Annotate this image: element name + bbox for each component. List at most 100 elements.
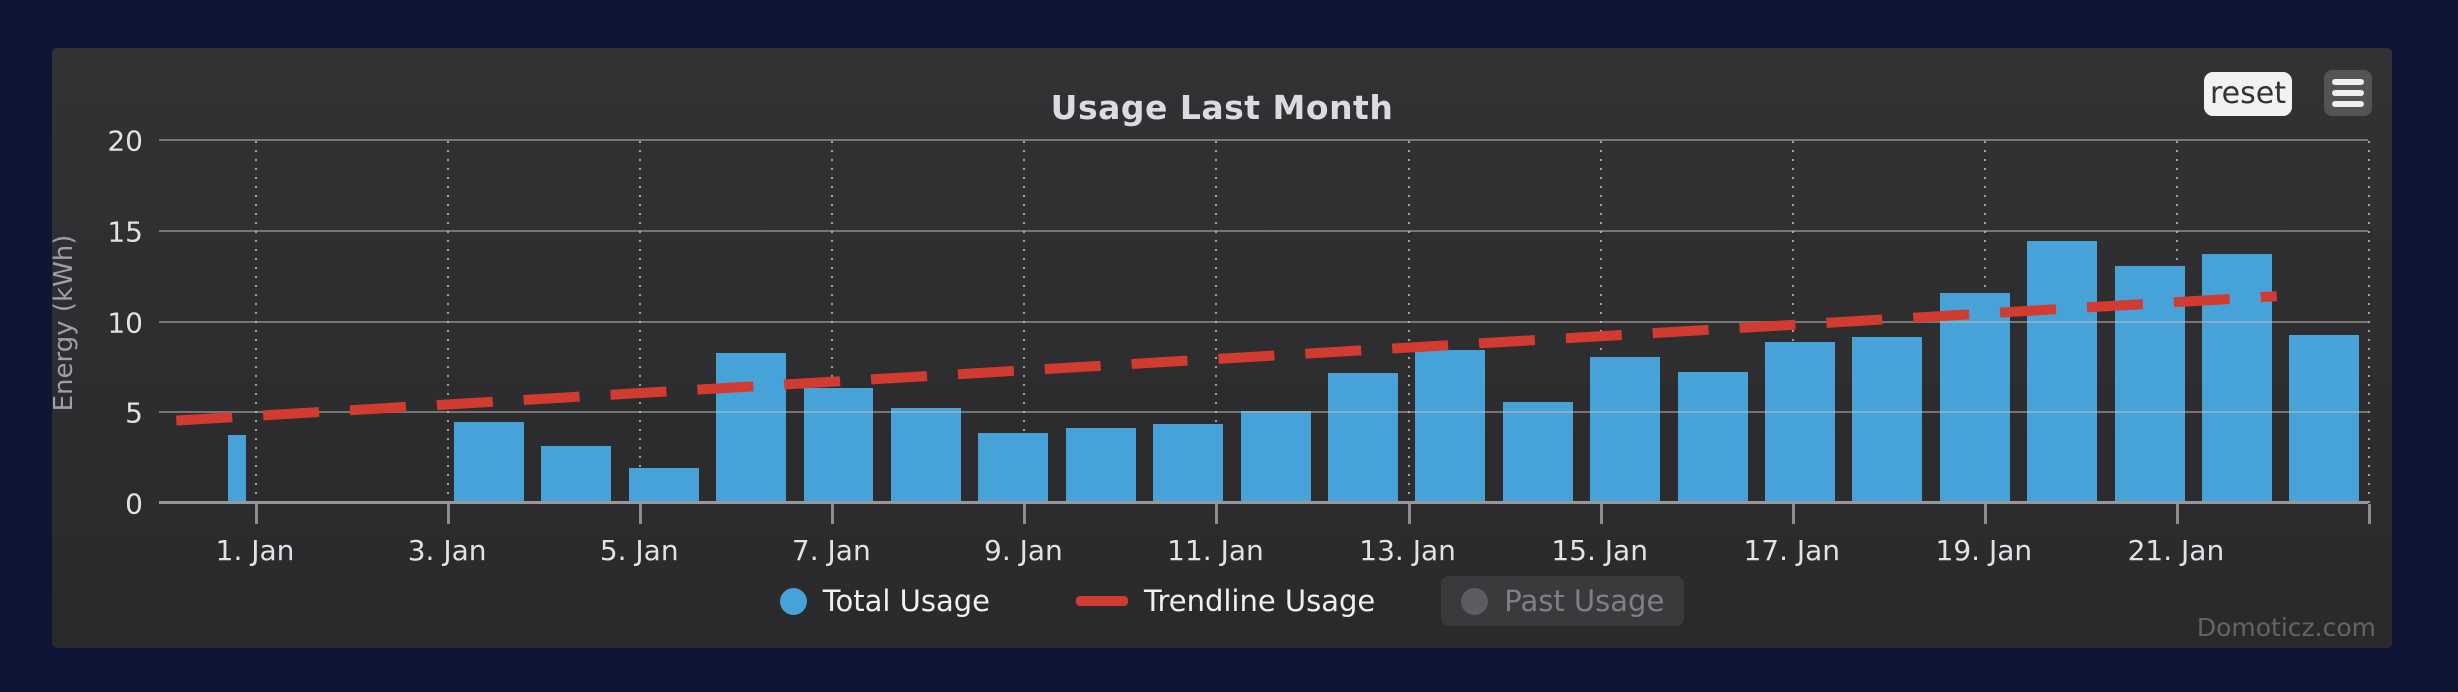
x-gridline bbox=[1215, 141, 1218, 504]
x-tick-label: 3. Jan bbox=[407, 534, 487, 567]
x-gridline bbox=[1023, 141, 1026, 504]
total-usage-bar[interactable] bbox=[1415, 349, 1486, 504]
x-tick-label: 13. Jan bbox=[1359, 534, 1456, 567]
legend-item-trendline-usage[interactable]: Trendline Usage bbox=[1056, 576, 1395, 626]
context-menu-button[interactable] bbox=[2324, 70, 2372, 116]
y-tick-label: 15 bbox=[107, 215, 143, 249]
total-usage-bar[interactable] bbox=[1502, 402, 1573, 504]
total-usage-bar[interactable] bbox=[1939, 293, 2010, 504]
legend: Total Usage Trendline Usage Past Usage bbox=[52, 576, 2392, 626]
bar-slot bbox=[1057, 141, 1144, 504]
trendline-series bbox=[175, 291, 2278, 426]
x-tick-mark bbox=[639, 504, 643, 524]
credits-link[interactable]: Domoticz.com bbox=[2196, 613, 2376, 642]
plot-area: 1. Jan 3. Jan 5. Jan 7. Jan 9. Jan 11. Jan 13.… bbox=[107, 125, 2371, 567]
total-usage-bar[interactable] bbox=[453, 422, 524, 504]
y-gridline bbox=[159, 229, 2368, 232]
bar-slot bbox=[1844, 141, 1931, 504]
bar-slot bbox=[533, 141, 620, 504]
bar-slot bbox=[1494, 141, 1581, 504]
chart-title: Usage Last Month bbox=[1050, 88, 1394, 127]
x-tick-mark bbox=[1407, 504, 1411, 524]
x-tick-label: 17. Jan bbox=[1743, 534, 1841, 567]
x-tick-label: 19. Jan bbox=[1935, 534, 2033, 567]
total-usage-bar[interactable] bbox=[228, 435, 247, 504]
reset-button[interactable]: reset bbox=[2204, 72, 2292, 116]
x-gridline bbox=[831, 141, 834, 504]
x-tick-mark bbox=[1215, 504, 1219, 524]
x-tick-mark bbox=[831, 504, 835, 524]
bar-slot bbox=[1931, 141, 2018, 504]
total-usage-bar[interactable] bbox=[541, 445, 612, 504]
total-usage-bar[interactable] bbox=[1065, 427, 1136, 504]
x-tick-label: 7. Jan bbox=[791, 534, 871, 567]
x-tick-mark bbox=[1983, 504, 1987, 524]
bar-slot bbox=[1581, 141, 1668, 504]
total-usage-marker-icon bbox=[779, 587, 807, 615]
x-tick-label: 11. Jan bbox=[1167, 534, 1264, 567]
bar-slot bbox=[1407, 141, 1494, 504]
y-gridline bbox=[159, 501, 2368, 504]
x-gridline bbox=[2368, 141, 2370, 504]
x-tick-mark bbox=[1791, 504, 1795, 524]
y-tick-label: 20 bbox=[107, 124, 143, 158]
bar-slot bbox=[1756, 141, 1843, 504]
bar-slot bbox=[1232, 141, 1319, 504]
total-usage-bar[interactable] bbox=[803, 387, 874, 504]
legend-label: Total Usage bbox=[822, 584, 990, 618]
bar-slot bbox=[445, 141, 532, 504]
y-tick-label: 0 bbox=[125, 487, 143, 521]
total-usage-bar[interactable] bbox=[716, 353, 787, 504]
total-usage-bar[interactable] bbox=[1153, 424, 1224, 504]
trendline bbox=[175, 291, 2278, 426]
bar-slot bbox=[620, 141, 707, 504]
chart-panel: Usage Last Month reset Energy (kWh) 1. J… bbox=[49, 48, 2392, 648]
x-gridline bbox=[1407, 141, 1410, 504]
legend-label: Trendline Usage bbox=[1144, 584, 1376, 618]
x-tick-label: 5. Jan bbox=[599, 534, 679, 567]
x-tick-label: 21. Jan bbox=[2127, 534, 2225, 567]
x-gridline bbox=[639, 141, 642, 504]
x-tick-mark bbox=[2175, 504, 2179, 524]
total-usage-bar[interactable] bbox=[1328, 373, 1398, 504]
total-usage-bar[interactable] bbox=[628, 467, 699, 504]
x-tick-mark bbox=[1023, 504, 1027, 524]
bar-series bbox=[159, 141, 2368, 504]
total-usage-bar[interactable] bbox=[2027, 240, 2098, 504]
bar-slot bbox=[2281, 141, 2368, 504]
x-tick-mark bbox=[1599, 504, 1603, 524]
bar-slot bbox=[159, 141, 445, 504]
x-gridline bbox=[1599, 141, 1602, 504]
legend-label: Past Usage bbox=[1504, 584, 1665, 618]
x-tick-label: 15. Jan bbox=[1551, 534, 1648, 567]
total-usage-bar[interactable] bbox=[1852, 337, 1923, 504]
total-usage-bar[interactable] bbox=[1677, 371, 1748, 504]
bar-slot bbox=[882, 141, 969, 504]
total-usage-bar[interactable] bbox=[2289, 335, 2360, 504]
total-usage-bar[interactable] bbox=[1765, 342, 1835, 504]
total-usage-bar[interactable] bbox=[1240, 411, 1311, 504]
past-usage-marker-icon bbox=[1461, 587, 1489, 615]
y-gridline bbox=[159, 320, 2368, 323]
legend-item-total-usage[interactable]: Total Usage bbox=[760, 576, 1010, 626]
y-tick-label: 5 bbox=[125, 396, 143, 430]
bar-slot bbox=[1319, 141, 1406, 504]
bar-slot bbox=[1669, 141, 1756, 504]
x-tick-label: 1. Jan bbox=[215, 534, 295, 567]
bar-slot bbox=[970, 141, 1057, 504]
total-usage-bar[interactable] bbox=[1590, 357, 1661, 504]
x-tick-mark bbox=[255, 504, 259, 524]
x-gridline bbox=[447, 141, 450, 504]
y-gridline bbox=[159, 139, 2368, 141]
legend-item-past-usage[interactable]: Past Usage bbox=[1441, 576, 1685, 626]
bar-slot bbox=[1144, 141, 1231, 504]
bar-slot bbox=[2019, 141, 2106, 504]
bar-slot bbox=[707, 141, 794, 504]
x-gridline bbox=[255, 141, 258, 504]
hamburger-menu-icon bbox=[2332, 79, 2364, 85]
bar-slot bbox=[795, 141, 882, 504]
total-usage-bar[interactable] bbox=[978, 433, 1049, 504]
x-tick-mark bbox=[447, 504, 451, 524]
trendline-usage-marker-icon bbox=[1076, 596, 1128, 606]
total-usage-bar[interactable] bbox=[890, 407, 961, 504]
